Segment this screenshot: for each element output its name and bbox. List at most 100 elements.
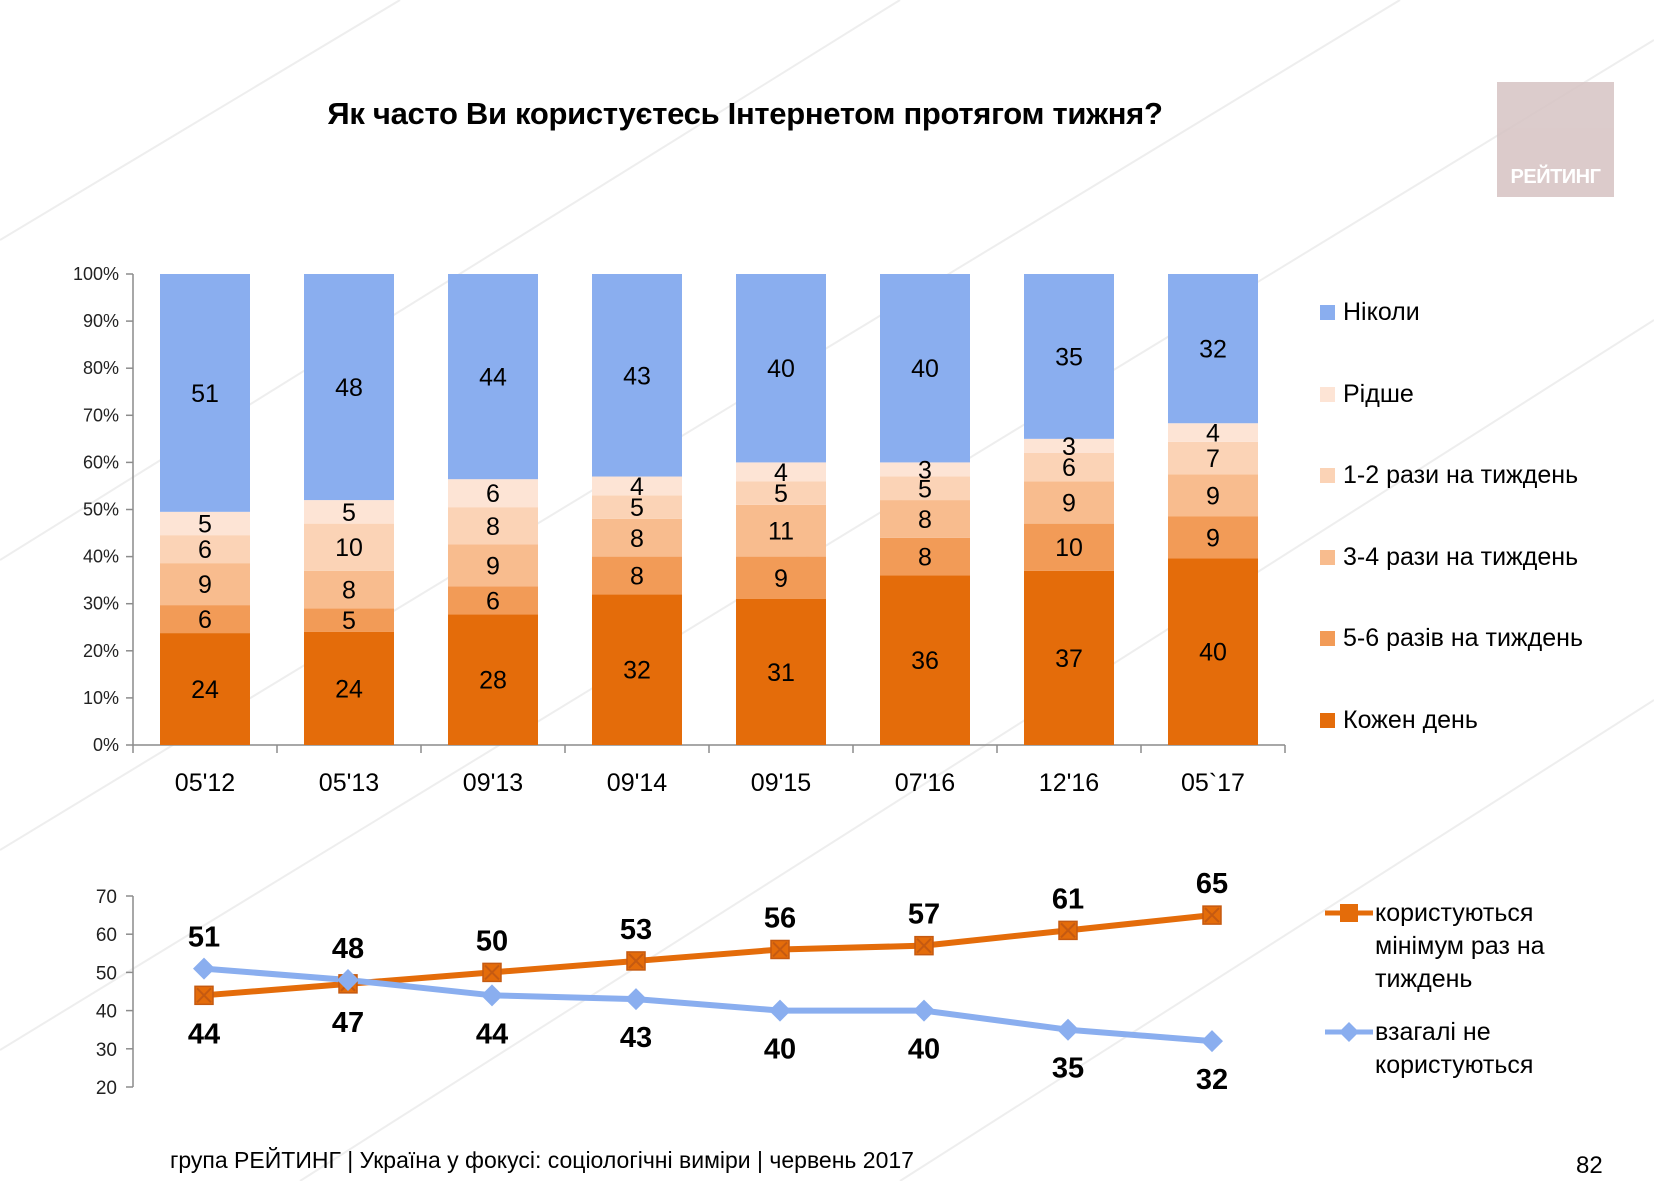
bar-segment-rarely xyxy=(592,476,682,496)
bar-y-tick-label: 90% xyxy=(83,311,119,331)
bar-data-label: 6 xyxy=(1062,454,1076,482)
line-legend-label: взагалі не користуються xyxy=(1375,1016,1575,1082)
bar-segment-five-six xyxy=(1168,516,1258,559)
bar-data-label: 4 xyxy=(630,473,644,501)
bar-data-label: 8 xyxy=(486,513,500,541)
bar-data-label: 4 xyxy=(1206,420,1220,448)
bar-x-tick-label: 05'12 xyxy=(175,769,235,797)
bar-segment-never xyxy=(592,274,682,477)
bar-data-label: 9 xyxy=(486,552,500,580)
legend-swatch xyxy=(1320,468,1335,483)
bar-data-label: 9 xyxy=(1062,489,1076,517)
bar-y-tick-label: 100% xyxy=(73,264,119,284)
legend-label: Рідше xyxy=(1343,379,1414,408)
bar-data-label: 9 xyxy=(774,565,788,593)
bar-data-label: 32 xyxy=(623,657,651,685)
bar-data-label: 40 xyxy=(1199,639,1227,667)
bar-segment-rarely xyxy=(448,479,538,508)
legend-item-one-two: 1-2 рази на тиждень xyxy=(1320,461,1578,490)
bar-x-tick-label: 09'15 xyxy=(751,769,811,797)
bar-segment-daily xyxy=(736,598,826,745)
bar-x-tick-label: 09'14 xyxy=(607,769,667,797)
bar-segment-daily xyxy=(448,614,538,745)
legend-item-rarely: Рідше xyxy=(1320,380,1414,409)
bar-x-tick-label: 12'16 xyxy=(1039,769,1099,797)
legend-item-three-four: 3-4 рази на тиждень xyxy=(1320,543,1578,572)
bar-segment-never xyxy=(1024,274,1114,439)
bar-data-label: 35 xyxy=(1055,343,1083,371)
bar-segment-three-four xyxy=(736,504,826,557)
bar-data-label: 48 xyxy=(335,374,363,402)
bar-x-tick-label: 05`17 xyxy=(1181,769,1245,797)
bar-segment-five-six xyxy=(880,537,970,576)
bar-data-label: 37 xyxy=(1055,645,1083,673)
bar-y-tick-label: 70% xyxy=(83,405,119,425)
bar-segment-three-four xyxy=(448,544,538,587)
bar-segment-three-four xyxy=(880,500,970,538)
bar-y-tick-label: 50% xyxy=(83,500,119,520)
bar-segment-rarely xyxy=(736,462,826,482)
bar-data-label: 6 xyxy=(198,606,212,634)
bar-y-tick-label: 40% xyxy=(83,547,119,567)
bar-segment-five-six xyxy=(448,586,538,615)
bar-data-label: 32 xyxy=(1199,336,1227,364)
bar-segment-five-six xyxy=(1024,523,1114,571)
legend-swatch xyxy=(1320,549,1335,565)
bar-segment-never xyxy=(736,274,826,463)
legend-item-never: Ніколи xyxy=(1320,298,1420,327)
bar-segment-rarely xyxy=(1024,438,1114,453)
bar-data-label: 28 xyxy=(479,667,507,695)
bar-data-label: 40 xyxy=(767,355,795,383)
page-title: Як часто Ви користуєтесь Інтернетом прот… xyxy=(327,96,1163,131)
bar-segment-never xyxy=(1168,274,1258,424)
bar-segment-rarely xyxy=(160,511,250,536)
bar-y-tick-label: 10% xyxy=(83,688,119,708)
bar-segment-three-four xyxy=(304,570,394,609)
bar-data-label: 9 xyxy=(198,571,212,599)
legend-swatch xyxy=(1320,712,1335,728)
bar-segment-never xyxy=(304,274,394,501)
bar-segment-three-four xyxy=(592,518,682,557)
bar-segment-never xyxy=(880,274,970,463)
bar-data-label: 5 xyxy=(774,480,788,508)
bar-data-label: 8 xyxy=(918,506,932,534)
bar-data-label: 44 xyxy=(479,364,507,392)
bar-data-label: 10 xyxy=(335,534,363,562)
bar-segment-never xyxy=(160,274,250,512)
logo-text: РЕЙТИНГ xyxy=(1510,166,1601,188)
bar-x-tick-label: 07'16 xyxy=(895,769,955,797)
bar-data-label: 9 xyxy=(1206,483,1220,511)
bar-segment-never xyxy=(448,274,538,480)
bar-segment-one-two xyxy=(880,476,970,501)
legend-swatch xyxy=(1320,631,1335,646)
bar-segment-five-six xyxy=(736,556,826,599)
line-legend-label-line: мінімум раз на xyxy=(1375,932,1545,960)
bar-segment-daily xyxy=(1024,570,1114,745)
legend-swatch xyxy=(1320,386,1335,402)
bar-segment-five-six xyxy=(592,556,682,595)
legend-label: 5-6 разів на тиждень xyxy=(1343,624,1583,652)
legend-label: 1-2 рази на тиждень xyxy=(1343,461,1579,489)
bar-segment-daily xyxy=(592,594,682,745)
bar-data-label: 5 xyxy=(342,607,356,635)
bar-segment-one-two xyxy=(448,507,538,545)
bar-data-label: 3 xyxy=(1062,433,1076,461)
bar-y-tick-label: 80% xyxy=(83,358,119,378)
bar-y-tick-label: 60% xyxy=(83,452,119,472)
legend-swatch xyxy=(1320,305,1335,320)
bar-data-label: 5 xyxy=(918,475,932,503)
bar-data-label: 5 xyxy=(342,499,356,527)
bar-x-tick-label: 09'13 xyxy=(463,769,523,797)
bar-data-label: 4 xyxy=(774,459,788,487)
bar-segment-daily xyxy=(1168,558,1258,745)
bar-data-label: 43 xyxy=(623,362,651,390)
bar-segment-one-two xyxy=(736,481,826,505)
bar-segment-one-two xyxy=(1024,452,1114,482)
bar-data-label: 7 xyxy=(1206,445,1220,473)
bar-segment-one-two xyxy=(1168,441,1258,475)
bar-segment-daily xyxy=(880,575,970,745)
bar-data-label: 24 xyxy=(191,676,219,704)
bar-segment-rarely xyxy=(304,500,394,524)
legend-label: Ніколи xyxy=(1343,298,1420,326)
line-legend-item-line-min-weekly: користуються мінімум раз на тиждень xyxy=(1325,897,1585,996)
